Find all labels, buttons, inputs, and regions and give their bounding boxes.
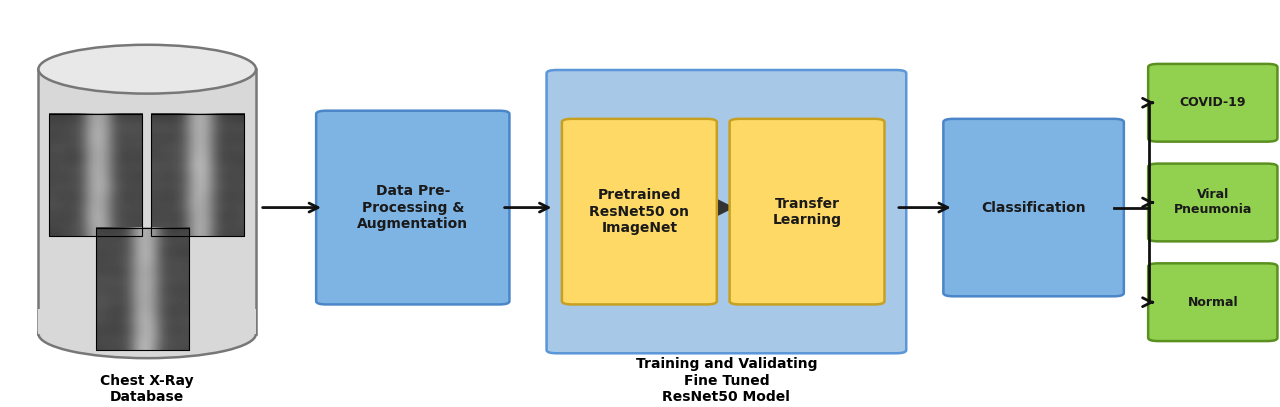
Bar — [151, 114, 244, 236]
Text: Chest X-Ray
Database: Chest X-Ray Database — [100, 374, 195, 404]
Ellipse shape — [38, 309, 256, 358]
FancyBboxPatch shape — [1148, 263, 1277, 341]
FancyBboxPatch shape — [316, 111, 509, 304]
Text: Training and Validating
Fine Tuned
ResNet50 Model: Training and Validating Fine Tuned ResNe… — [636, 357, 817, 404]
FancyBboxPatch shape — [562, 119, 717, 304]
Bar — [38, 309, 256, 334]
Text: Data Pre-
Processing &
Augmentation: Data Pre- Processing & Augmentation — [357, 184, 468, 231]
Bar — [96, 228, 189, 350]
FancyBboxPatch shape — [943, 119, 1124, 296]
Bar — [49, 114, 142, 236]
Text: COVID-19: COVID-19 — [1180, 96, 1245, 109]
Text: Viral
Pneumonia: Viral Pneumonia — [1174, 188, 1252, 217]
Bar — [49, 114, 142, 236]
FancyBboxPatch shape — [547, 70, 906, 353]
Text: Classification: Classification — [982, 201, 1085, 214]
Ellipse shape — [38, 45, 256, 94]
Bar — [38, 69, 256, 334]
Bar — [96, 228, 189, 350]
Bar — [151, 114, 244, 236]
Text: Pretrained
ResNet50 on
ImageNet: Pretrained ResNet50 on ImageNet — [589, 188, 690, 235]
Text: Transfer
Learning: Transfer Learning — [773, 197, 841, 227]
FancyBboxPatch shape — [1148, 64, 1277, 142]
FancyBboxPatch shape — [730, 119, 884, 304]
Text: Normal: Normal — [1188, 296, 1238, 309]
FancyBboxPatch shape — [1148, 164, 1277, 241]
